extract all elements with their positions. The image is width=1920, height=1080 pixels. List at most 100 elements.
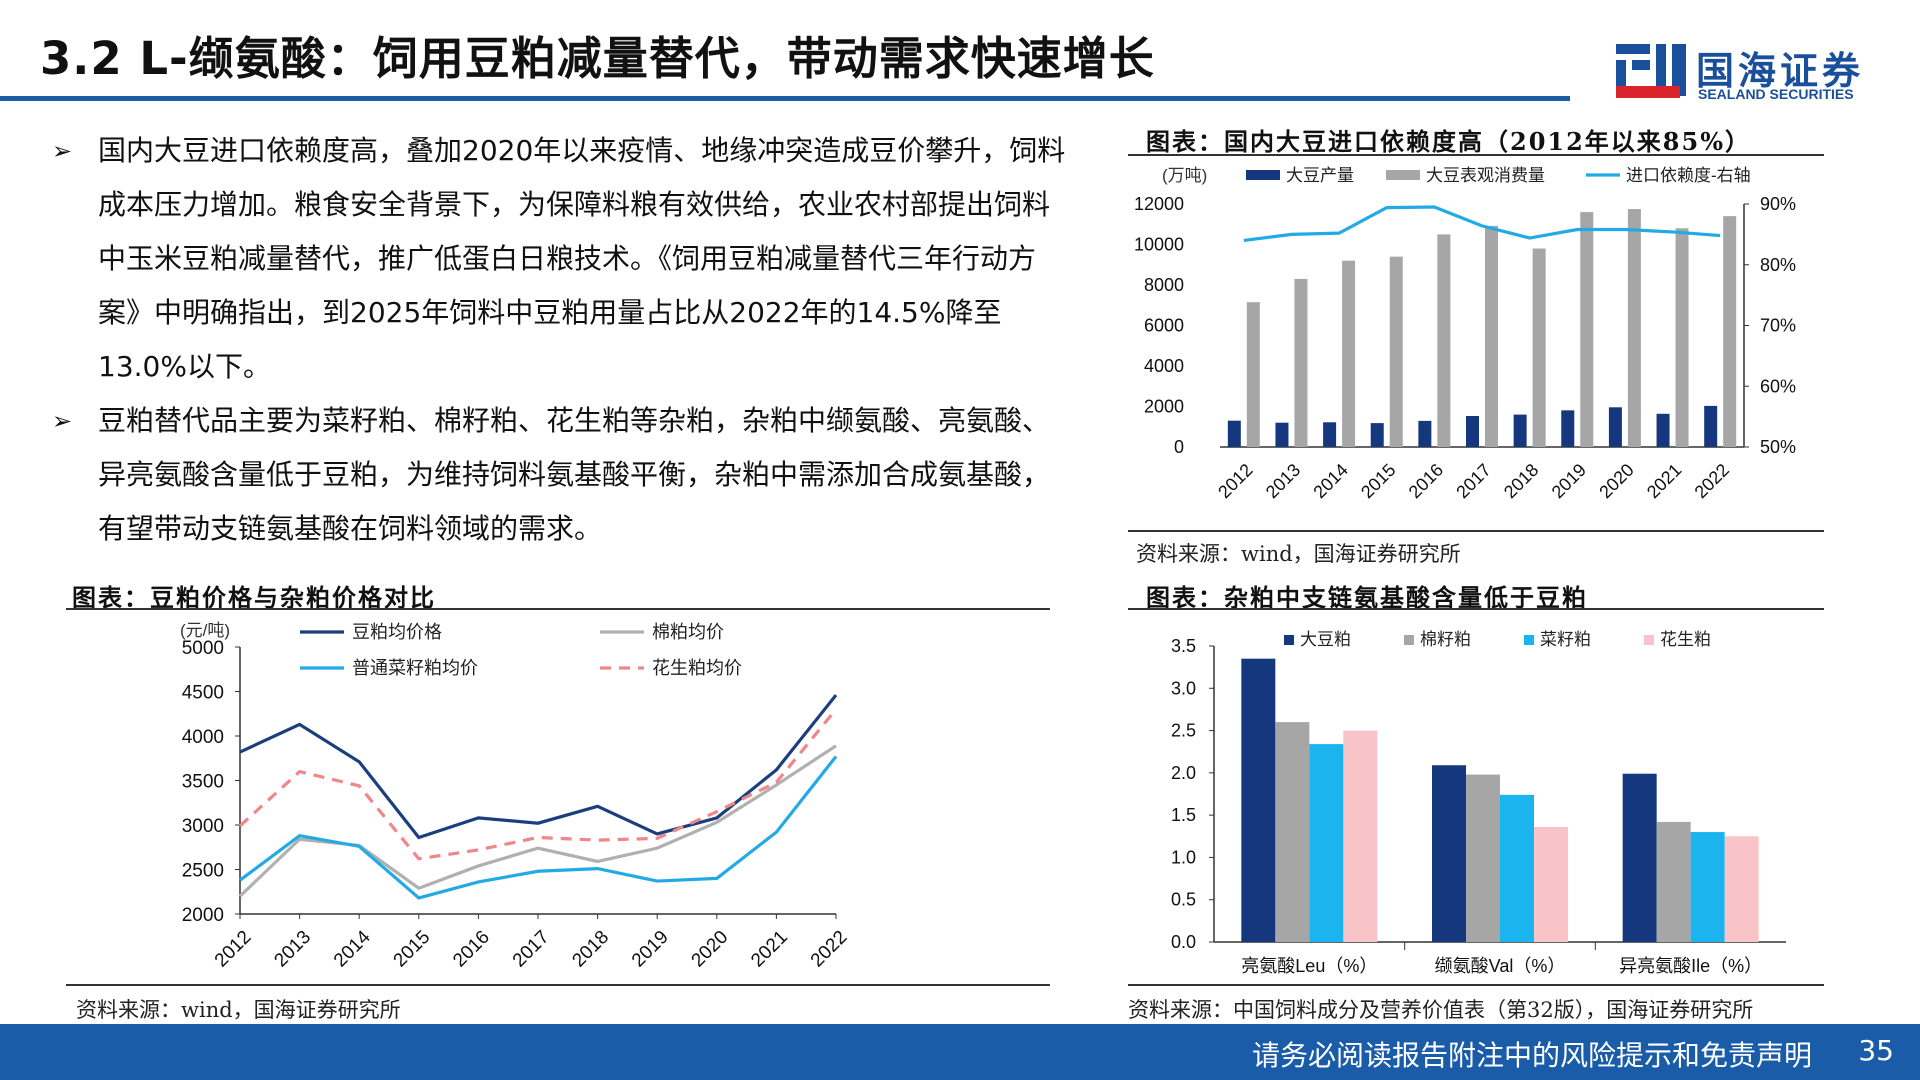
y-tick-label: 10000: [1134, 235, 1184, 255]
bar-consumption: [1389, 256, 1403, 447]
dependency-source: 资料来源：wind，国海证券研究所: [1136, 542, 1461, 566]
price-source: 资料来源：wind，国海证券研究所: [76, 998, 401, 1022]
bar-consumption: [1294, 278, 1308, 447]
panel-rule: [66, 608, 1050, 610]
logo-name-cn: 国海证券: [1696, 49, 1865, 93]
series-line: [238, 744, 837, 898]
panel-rule: [1128, 154, 1824, 156]
y-tick-label: 3000: [182, 816, 224, 837]
y-tick-label: 2.5: [1171, 721, 1196, 741]
legend-label: 豆粕均价格: [352, 622, 442, 642]
series-line: [238, 708, 838, 861]
x-tick-label: 2013: [1262, 460, 1304, 502]
bar-consumption: [1627, 209, 1641, 447]
slide-title: 3.2 L-缬氨酸：饲用豆粕减量替代，带动需求快速增长: [40, 32, 1155, 85]
amino-acid-chart: 0.0 0.5 1.0 1.5 2.0 2.5 3.0 3.5 亮氨酸Leu（%） 缬氨酸Val（…: [1171, 630, 1786, 976]
y-tick-label: 12000: [1134, 194, 1184, 214]
bar-production: [1704, 405, 1718, 447]
bar-3: [1343, 730, 1378, 942]
bar-consumption: [1532, 248, 1546, 447]
bar-production: [1323, 422, 1337, 447]
meal-price-chart: (元/吨) 2000 2500 3000 3500 4000 4500 5000 2012 201…: [180, 621, 852, 972]
y2-tick-label: 90%: [1760, 194, 1796, 214]
y-tick-label: 2000: [182, 905, 224, 926]
panel-rule: [1128, 530, 1824, 532]
dependency-line: [1243, 205, 1721, 243]
x-tick-label: 2016: [1405, 460, 1447, 502]
bar-production: [1418, 420, 1432, 447]
logo-emblem-icon: [1616, 44, 1686, 98]
y2-tick-label: 80%: [1760, 255, 1796, 275]
y-tick-label: 4500: [182, 683, 224, 704]
y-tick-label: 2000: [1144, 397, 1184, 417]
y-tick-label: 3500: [182, 772, 224, 793]
legend-swatch: [1386, 170, 1420, 180]
series-line: [239, 755, 838, 900]
x-tick-label: 亮氨酸Leu（%）: [1241, 956, 1377, 976]
panel-rule: [66, 984, 1050, 986]
bar-production: [1466, 416, 1479, 447]
x-tick-label: 2021: [1643, 460, 1685, 502]
y-unit-label: (元/吨): [180, 621, 230, 640]
bullet-arrow-icon: ➢: [52, 137, 73, 165]
x-tick-label: 2016: [449, 927, 494, 972]
x-tick-label: 异亮氨酸Ile（%）: [1619, 956, 1762, 976]
legend-label: 进口依赖度-右轴: [1626, 166, 1751, 185]
y-tick-label: 1.5: [1171, 805, 1196, 825]
company-logo: 国海证券 SEALAND SECURITIES: [1612, 36, 1882, 106]
bar-consumption: [1675, 228, 1689, 447]
legend-label: 大豆粕: [1300, 630, 1351, 649]
x-tick-label: 2019: [1548, 460, 1590, 502]
bar-production: [1608, 407, 1622, 447]
bullet-list: ➢ 国内大豆进口依赖度高，叠加2020年以来疫情、地缘冲突造成豆价攀升，饲料成本…: [52, 124, 1072, 556]
legend-label: 大豆表观消费量: [1426, 166, 1545, 185]
footer-bar: 请务必阅读报告附注中的风险提示和免责声明 35: [0, 1024, 1920, 1080]
panel-rule: [1128, 608, 1824, 610]
bullet-item: ➢ 国内大豆进口依赖度高，叠加2020年以来疫情、地缘冲突造成豆价攀升，饲料成本…: [52, 124, 1072, 394]
bullet-item: ➢ 豆粕替代品主要为菜籽粕、棉籽粕、花生粕等杂粕，杂粕中缬氨酸、亮氨酸、异亮氨酸…: [52, 394, 1072, 556]
y-tick-label: 5000: [182, 638, 224, 659]
bar-1: [1275, 722, 1310, 942]
soybean-dependency-chart: (万吨) 0 2000 4000 6000 8000 10000 12000 50% 60% 70%…: [1134, 166, 1796, 502]
legend-label: 棉粕均价: [652, 622, 724, 642]
x-tick-label: 2019: [628, 927, 673, 972]
y-tick-label: 8000: [1144, 275, 1184, 295]
legend-label: 花生粕: [1660, 630, 1711, 649]
bar-0: [1432, 765, 1466, 942]
x-tick-label: 2020: [688, 927, 733, 972]
bar-production: [1370, 423, 1384, 447]
legend-swatch: [1404, 635, 1414, 645]
y-tick-label: 0.0: [1171, 932, 1196, 952]
legend-swatch: [1246, 170, 1280, 180]
bar-2: [1309, 744, 1344, 942]
bar-production: [1561, 410, 1575, 447]
disclaimer-link[interactable]: 请务必阅读报告附注中的风险提示和免责声明: [1251, 1039, 1812, 1072]
y2-tick-label: 60%: [1760, 376, 1796, 396]
x-tick-label: 2022: [1691, 460, 1733, 502]
bar-1: [1466, 774, 1500, 942]
x-tick-label: 2014: [330, 926, 375, 971]
legend-swatch: [1644, 635, 1654, 645]
x-tick-label: 2014: [1309, 460, 1351, 502]
y2-tick-label: 70%: [1760, 316, 1796, 336]
legend-label: 棉籽粕: [1420, 630, 1471, 649]
y2-tick-label: 50%: [1760, 437, 1796, 457]
amino-chart-title: 图表：杂粕中支链氨基酸含量低于豆粕: [1146, 583, 1588, 612]
bar-production: [1513, 414, 1527, 447]
bar-production: [1656, 413, 1670, 447]
y-unit-label: (万吨): [1162, 166, 1207, 185]
bar-2: [1500, 794, 1534, 942]
panel-rule: [1128, 984, 1824, 986]
bullet-arrow-icon: ➢: [52, 407, 73, 435]
legend-label: 大豆产量: [1286, 166, 1354, 185]
bar-2: [1690, 832, 1725, 942]
bar-consumption: [1580, 212, 1594, 447]
y-tick-label: 3.5: [1171, 636, 1196, 656]
x-tick-label: 2012: [211, 927, 256, 972]
series-line: [239, 694, 838, 840]
x-tick-label: 2015: [1357, 460, 1399, 502]
y-tick-label: 0.5: [1171, 890, 1196, 910]
legend-label: 菜籽粕: [1540, 630, 1591, 649]
bar-consumption: [1485, 225, 1498, 447]
x-tick-label: 2013: [270, 927, 315, 972]
